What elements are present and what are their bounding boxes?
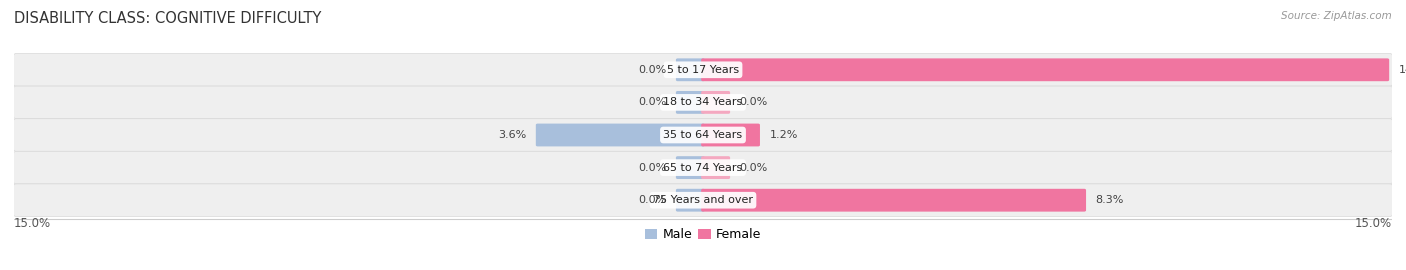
FancyBboxPatch shape (676, 91, 704, 114)
FancyBboxPatch shape (676, 156, 704, 179)
Text: 14.9%: 14.9% (1399, 65, 1406, 75)
FancyBboxPatch shape (14, 53, 1392, 86)
Text: 0.0%: 0.0% (740, 97, 768, 107)
FancyBboxPatch shape (676, 189, 704, 212)
Text: 5 to 17 Years: 5 to 17 Years (666, 65, 740, 75)
Text: 0.0%: 0.0% (638, 97, 666, 107)
FancyBboxPatch shape (702, 91, 730, 114)
Text: 15.0%: 15.0% (1355, 217, 1392, 230)
Text: Source: ZipAtlas.com: Source: ZipAtlas.com (1281, 11, 1392, 21)
FancyBboxPatch shape (702, 58, 1389, 81)
FancyBboxPatch shape (702, 189, 1085, 212)
FancyBboxPatch shape (14, 184, 1392, 217)
Text: 3.6%: 3.6% (498, 130, 526, 140)
Text: 0.0%: 0.0% (638, 65, 666, 75)
FancyBboxPatch shape (14, 151, 1392, 184)
FancyBboxPatch shape (14, 119, 1392, 151)
FancyBboxPatch shape (702, 124, 761, 146)
Text: 0.0%: 0.0% (638, 195, 666, 205)
FancyBboxPatch shape (676, 58, 704, 81)
Text: 0.0%: 0.0% (740, 163, 768, 173)
Text: 0.0%: 0.0% (638, 163, 666, 173)
Text: 15.0%: 15.0% (14, 217, 51, 230)
FancyBboxPatch shape (14, 86, 1392, 119)
Text: 1.2%: 1.2% (769, 130, 799, 140)
Text: DISABILITY CLASS: COGNITIVE DIFFICULTY: DISABILITY CLASS: COGNITIVE DIFFICULTY (14, 11, 322, 26)
Legend: Male, Female: Male, Female (640, 223, 766, 246)
FancyBboxPatch shape (702, 156, 730, 179)
Text: 75 Years and over: 75 Years and over (652, 195, 754, 205)
FancyBboxPatch shape (536, 124, 704, 146)
Text: 8.3%: 8.3% (1095, 195, 1123, 205)
Text: 18 to 34 Years: 18 to 34 Years (664, 97, 742, 107)
Text: 35 to 64 Years: 35 to 64 Years (664, 130, 742, 140)
Text: 65 to 74 Years: 65 to 74 Years (664, 163, 742, 173)
